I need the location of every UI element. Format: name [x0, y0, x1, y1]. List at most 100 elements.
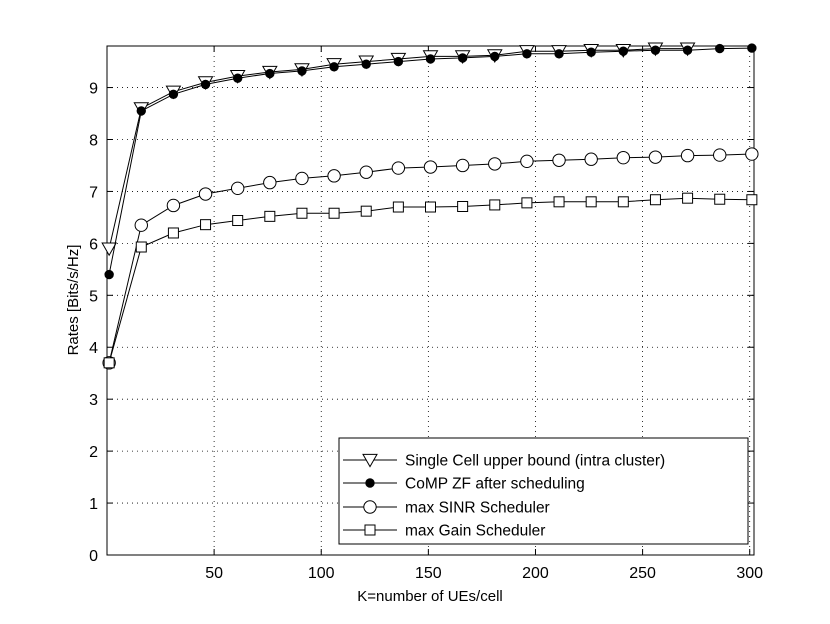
data-point: [101, 242, 118, 257]
data-point: [168, 89, 179, 100]
data-point: [264, 210, 276, 222]
data-point: [746, 194, 758, 206]
ticks: 50 100 150 200 250 300 0 1 2 3 4 5 6 7 8 9: [89, 46, 763, 582]
series-max-gain-scheduler: [103, 192, 758, 369]
y-tick-label: 8: [89, 132, 98, 149]
data-point: [714, 193, 726, 205]
data-point: [359, 165, 373, 179]
data-point: [648, 150, 663, 164]
data-point: [134, 218, 148, 232]
data-point: [747, 43, 757, 53]
data-point: [617, 196, 629, 208]
data-point: [265, 68, 275, 79]
data-point: [584, 152, 598, 166]
data-point: [200, 219, 212, 231]
data-point: [425, 201, 436, 213]
data-point: [425, 54, 436, 64]
legend-marker: [364, 524, 376, 536]
legend-entry-comp-zf-after-scheduling: CoMP ZF after scheduling: [343, 476, 585, 493]
series: [101, 42, 759, 370]
data-point: [682, 192, 694, 204]
x-tick-label: 250: [629, 565, 656, 582]
series-comp-zf-after-scheduling: [104, 43, 757, 280]
data-point: [295, 171, 309, 186]
legend-label: max Gain Scheduler: [405, 523, 545, 540]
data-point: [522, 49, 532, 59]
data-point: [680, 148, 695, 163]
y-tick-label: 5: [89, 288, 98, 305]
legend-entries: Single Cell upper bound (intra cluster) C…: [343, 453, 665, 540]
data-point: [455, 158, 470, 173]
legend-entry-max-gain-scheduler: max Gain Scheduler: [343, 523, 545, 540]
legend-marker: [362, 453, 378, 468]
y-tick-label: 9: [89, 81, 98, 98]
data-point: [490, 51, 500, 62]
legend-entry-max-sinr-scheduler: max SINR Scheduler: [343, 500, 550, 517]
legend-label: Single Cell upper bound (intra cluster): [405, 453, 665, 470]
data-point: [715, 43, 725, 54]
data-point: [552, 153, 566, 167]
data-point: [618, 46, 629, 56]
data-point: [103, 357, 115, 369]
data-point: [457, 53, 468, 63]
data-point: [297, 66, 307, 76]
legend-label: max SINR Scheduler: [405, 500, 550, 517]
data-point: [166, 198, 181, 213]
y-tick-label: 7: [89, 184, 98, 201]
data-point: [745, 147, 759, 161]
series-max-sinr-scheduler: [102, 147, 759, 370]
legend-marker: [365, 478, 375, 488]
data-point: [329, 62, 339, 72]
data-point: [553, 196, 565, 208]
data-point: [457, 200, 469, 212]
data-point: [616, 150, 631, 165]
data-point: [360, 205, 372, 217]
data-point: [489, 199, 501, 211]
data-point: [328, 207, 340, 219]
data-point: [327, 169, 341, 183]
y-tick-label: 1: [89, 496, 98, 513]
data-point: [136, 106, 146, 116]
data-point: [423, 160, 438, 174]
data-point: [391, 161, 406, 175]
x-tick-label: 100: [308, 565, 335, 582]
y-tick-label: 6: [89, 236, 98, 253]
data-point: [554, 49, 564, 59]
x-tick-label: 150: [415, 565, 442, 582]
data-point: [232, 215, 244, 227]
data-point: [167, 227, 179, 239]
legend-box: [338, 437, 749, 545]
legend-entry-single-cell-upper-bound-intra-cluster: Single Cell upper bound (intra cluster): [343, 453, 665, 470]
data-point: [135, 241, 147, 253]
legend-label: CoMP ZF after scheduling: [405, 476, 585, 493]
data-point: [361, 59, 371, 69]
data-point: [488, 157, 502, 171]
data-point: [520, 154, 534, 169]
data-point: [263, 175, 277, 190]
y-tick-label: 2: [89, 444, 98, 461]
y-tick-label: 0: [89, 548, 98, 565]
legend: Single Cell upper bound (intra cluster) C…: [338, 437, 749, 545]
y-tick-label: 4: [89, 340, 98, 357]
data-point: [232, 73, 243, 83]
x-tick-label: 50: [205, 565, 223, 582]
y-tick-label: 3: [89, 392, 98, 409]
data-point: [393, 56, 404, 67]
legend-marker: [363, 500, 377, 514]
data-point: [585, 196, 597, 208]
data-point: [682, 45, 693, 55]
data-point: [713, 148, 727, 162]
data-point: [104, 269, 114, 280]
y-axis-label: Rates [Bits/s/Hz]: [65, 245, 82, 356]
data-point: [521, 197, 533, 209]
data-point: [296, 207, 308, 219]
data-point: [649, 194, 661, 206]
x-tick-label: 300: [736, 565, 763, 582]
data-point: [198, 187, 213, 201]
plot-frame: [106, 45, 755, 556]
x-axis-label: K=number of UEs/cell: [357, 588, 502, 605]
data-point: [200, 79, 211, 90]
data-point: [586, 47, 596, 57]
x-tick-label: 200: [522, 565, 549, 582]
